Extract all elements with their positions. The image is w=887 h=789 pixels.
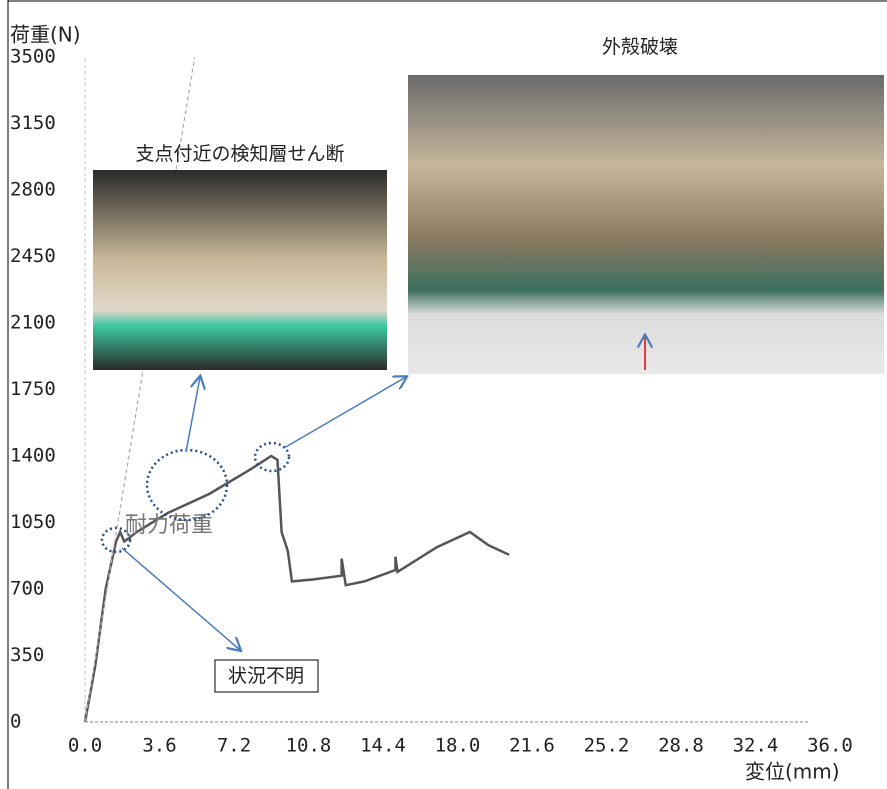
x-tick-label: 21.6 — [509, 735, 555, 757]
x-tick-label: 10.8 — [286, 735, 332, 757]
y-tick-label: 1050 — [10, 511, 56, 533]
annotation-box — [214, 659, 319, 693]
x-tick-label: 3.6 — [142, 735, 176, 757]
annotation: 外殻破壊 — [602, 36, 678, 58]
arrow — [283, 377, 406, 449]
x-axis-label: 変位(mm) — [745, 760, 840, 784]
x-tick-label: 7.2 — [217, 735, 251, 757]
data-line — [84, 56, 196, 723]
x-tick-label: 28.8 — [658, 735, 704, 757]
y-tick-label: 1400 — [10, 445, 56, 467]
arrow — [185, 377, 200, 453]
arrow — [121, 547, 240, 650]
photo — [93, 170, 387, 370]
y-tick-label: 700 — [10, 578, 44, 600]
annotation: 支点付近の検知層せん断 — [135, 143, 344, 165]
x-tick-label: 32.4 — [733, 735, 779, 757]
data-line — [83, 454, 510, 723]
x-tick-label: 0.0 — [68, 735, 102, 757]
y-tick-label: 3150 — [10, 112, 56, 134]
highlight — [145, 448, 229, 522]
annotation: 耐力荷重 — [125, 513, 213, 538]
y-tick-label: 2100 — [10, 312, 56, 334]
x-tick-label: 14.4 — [360, 735, 406, 757]
y-axis-label: 荷重(N) — [10, 23, 81, 47]
x-tick-label: 18.0 — [435, 735, 481, 757]
photo — [408, 75, 884, 374]
y-tick-label: 2450 — [10, 245, 56, 267]
y-tick-label: 0 — [10, 711, 21, 733]
y-tick-label: 3500 — [10, 46, 56, 68]
y-tick-label: 2800 — [10, 179, 56, 201]
y-tick-label: 1750 — [10, 378, 56, 400]
highlight — [100, 526, 132, 554]
y-tick-label: 350 — [10, 644, 44, 666]
x-tick-label: 36.0 — [807, 735, 853, 757]
annotation: 状況不明 — [228, 665, 304, 687]
highlight — [253, 441, 291, 473]
x-tick-label: 25.2 — [584, 735, 630, 757]
